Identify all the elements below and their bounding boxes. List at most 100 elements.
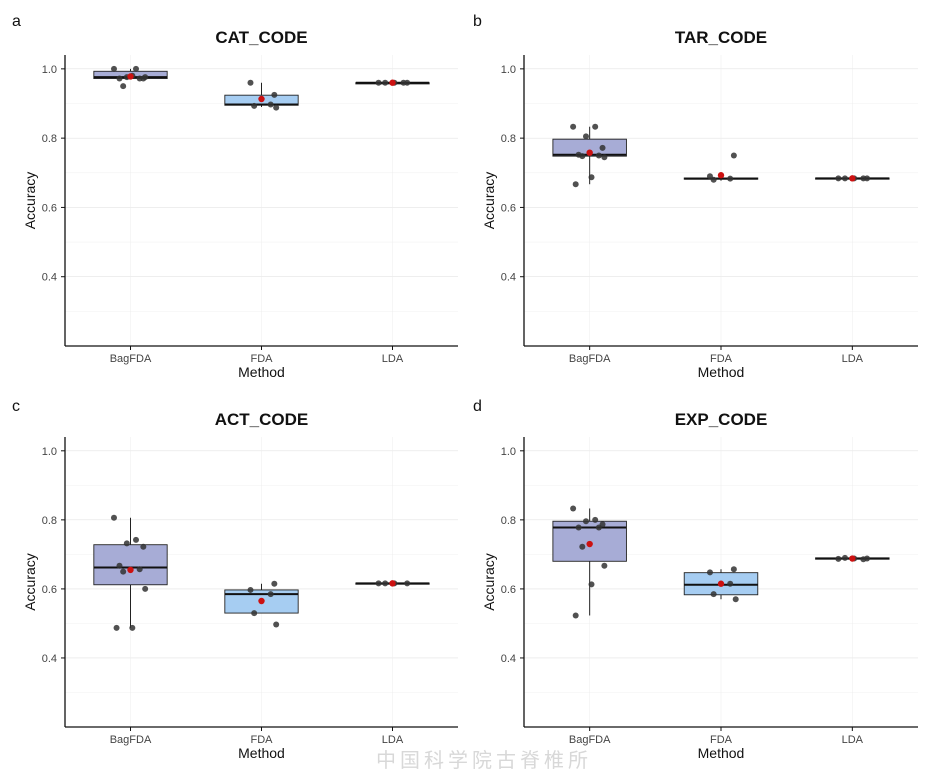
data-point	[375, 580, 382, 587]
data-point	[273, 104, 280, 111]
data-point	[273, 621, 280, 628]
y-axis-title: Accuracy	[22, 172, 38, 230]
data-point	[251, 610, 258, 617]
y-tick-label: 0.4	[42, 272, 57, 284]
data-point	[727, 580, 734, 587]
panel-b: 0.4 0.6 0.8 1.0 BagFDA FDA LDA TAR_CODE Method Ac…	[473, 13, 918, 380]
watermark-text: 中国科学院古脊椎所	[376, 748, 592, 772]
panel-label: b	[473, 13, 482, 30]
data-point	[570, 123, 577, 130]
x-axis-title: Method	[698, 745, 745, 761]
x-tick-label: BagFDA	[569, 353, 611, 365]
x-tick-label: FDA	[251, 734, 274, 746]
y-tick-label: 0.4	[501, 272, 516, 284]
data-point	[116, 75, 123, 82]
y-tick-label: 0.6	[42, 584, 57, 596]
mean-point	[389, 79, 396, 86]
data-point	[706, 569, 713, 576]
x-tick-label: FDA	[710, 734, 733, 746]
x-tick-label: BagFDA	[110, 734, 152, 746]
data-point	[120, 83, 127, 90]
mean-point	[258, 95, 265, 103]
data-point	[595, 152, 602, 159]
data-point	[110, 65, 117, 72]
data-point	[835, 175, 842, 182]
data-point	[835, 555, 842, 562]
data-point	[142, 74, 149, 81]
mean-point	[586, 149, 593, 156]
y-tick-label: 0.6	[501, 202, 516, 214]
data-point	[841, 175, 848, 182]
y-tick-label: 0.4	[42, 653, 57, 665]
data-point	[732, 596, 739, 603]
y-tick-label: 0.8	[42, 515, 57, 527]
mean-point	[389, 580, 396, 587]
mean-point	[849, 175, 856, 182]
data-point	[136, 566, 143, 573]
mean-point	[849, 555, 856, 562]
data-point	[592, 516, 599, 523]
mean-point	[258, 597, 265, 605]
data-point	[271, 580, 278, 587]
data-point	[267, 101, 274, 108]
x-tick-label: LDA	[382, 353, 404, 365]
data-point	[133, 536, 140, 543]
data-point	[579, 543, 586, 550]
data-point	[247, 586, 254, 593]
panel-d: 0.4 0.6 0.8 1.0 BagFDA FDA LDA EXP_CODE Method Ac…	[473, 398, 918, 761]
y-tick-label: 0.4	[501, 653, 516, 665]
panel-a: 0.4 0.6 0.8 1.0 BagFDA FDA LDA CAT_CODE Method Ac…	[12, 13, 458, 380]
data-point	[136, 75, 143, 82]
data-point	[142, 585, 149, 592]
mean-point	[717, 172, 725, 179]
y-tick-label: 1.0	[42, 446, 57, 458]
box-BagFDA	[552, 138, 627, 157]
y-tick-label: 1.0	[42, 64, 57, 76]
data-point	[592, 123, 599, 130]
data-point	[113, 624, 120, 631]
data-point	[247, 79, 254, 86]
data-point	[588, 581, 595, 588]
data-point	[575, 524, 582, 531]
data-point	[116, 562, 123, 569]
data-point	[382, 580, 389, 587]
y-tick-label: 0.8	[42, 133, 57, 145]
box-BagFDA	[93, 544, 168, 586]
panel-label: a	[12, 13, 21, 30]
y-tick-label: 0.6	[501, 584, 516, 596]
data-point	[710, 176, 717, 183]
chart-title: EXP_CODE	[675, 410, 768, 429]
data-point	[595, 524, 602, 531]
data-point	[267, 591, 274, 598]
chart-title: TAR_CODE	[675, 28, 767, 47]
data-point	[860, 175, 867, 182]
panel-label: d	[473, 398, 482, 415]
data-point	[110, 514, 117, 521]
chart-title: CAT_CODE	[215, 28, 307, 47]
data-point	[251, 102, 258, 109]
data-point	[582, 133, 589, 140]
data-point	[120, 568, 127, 575]
x-tick-label: LDA	[842, 734, 864, 746]
mean-point	[127, 566, 134, 574]
data-point	[730, 152, 737, 159]
x-tick-label: FDA	[710, 353, 733, 365]
panel-label: c	[12, 398, 20, 415]
data-point	[572, 612, 579, 619]
y-axis-title: Accuracy	[22, 553, 38, 611]
mean-point	[717, 580, 725, 587]
x-tick-label: LDA	[842, 353, 864, 365]
y-tick-label: 1.0	[501, 446, 516, 458]
data-point	[730, 566, 737, 573]
data-point	[601, 562, 608, 569]
data-point	[123, 540, 130, 547]
y-tick-label: 0.6	[42, 202, 57, 214]
data-point	[400, 79, 407, 86]
data-point	[404, 580, 411, 587]
data-point	[710, 591, 717, 598]
y-axis-title: Accuracy	[481, 553, 497, 611]
y-axis-title: Accuracy	[481, 172, 497, 230]
x-tick-label: FDA	[251, 353, 274, 365]
y-tick-label: 1.0	[501, 64, 516, 76]
